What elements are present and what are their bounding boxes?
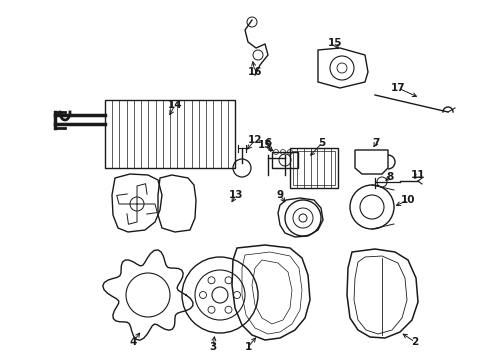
Text: 11: 11 bbox=[410, 170, 425, 180]
Text: 13: 13 bbox=[228, 190, 243, 200]
Text: 7: 7 bbox=[371, 138, 379, 148]
Text: 3: 3 bbox=[209, 342, 216, 352]
Text: 14: 14 bbox=[167, 100, 182, 110]
Text: 6: 6 bbox=[264, 138, 271, 148]
Bar bbox=[105, 100, 235, 168]
Text: 5: 5 bbox=[318, 138, 325, 148]
Text: 10: 10 bbox=[400, 195, 414, 205]
Bar bbox=[289, 148, 337, 188]
Text: 2: 2 bbox=[410, 337, 418, 347]
Text: 1: 1 bbox=[244, 342, 251, 352]
Text: 9: 9 bbox=[276, 190, 283, 200]
Text: 17: 17 bbox=[390, 83, 405, 93]
Text: 8: 8 bbox=[386, 172, 393, 182]
Text: 15: 15 bbox=[327, 38, 342, 48]
Text: 4: 4 bbox=[129, 337, 137, 347]
Bar bbox=[292, 151, 334, 185]
Text: 12: 12 bbox=[247, 135, 262, 145]
Text: 15: 15 bbox=[257, 140, 272, 150]
Text: 16: 16 bbox=[247, 67, 262, 77]
